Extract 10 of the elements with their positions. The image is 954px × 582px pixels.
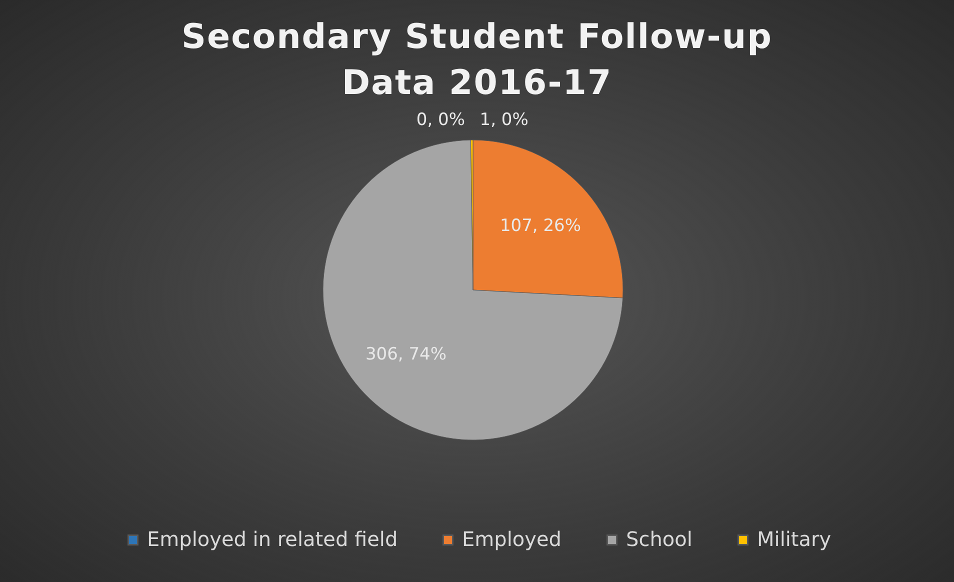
data-label: 1, 0%	[479, 110, 528, 130]
legend-label: Military	[756, 527, 831, 551]
data-label: 107, 26%	[499, 216, 581, 236]
pie-slice	[322, 140, 623, 440]
chart-title: Secondary Student Follow-up Data 2016-17	[180, 16, 774, 105]
legend-label: Employed	[462, 527, 561, 551]
data-label: 306, 74%	[364, 344, 446, 364]
legend-label: Employed in related field	[146, 527, 398, 551]
text: 0, 0%	[416, 110, 464, 130]
legend-label: School	[626, 527, 692, 551]
